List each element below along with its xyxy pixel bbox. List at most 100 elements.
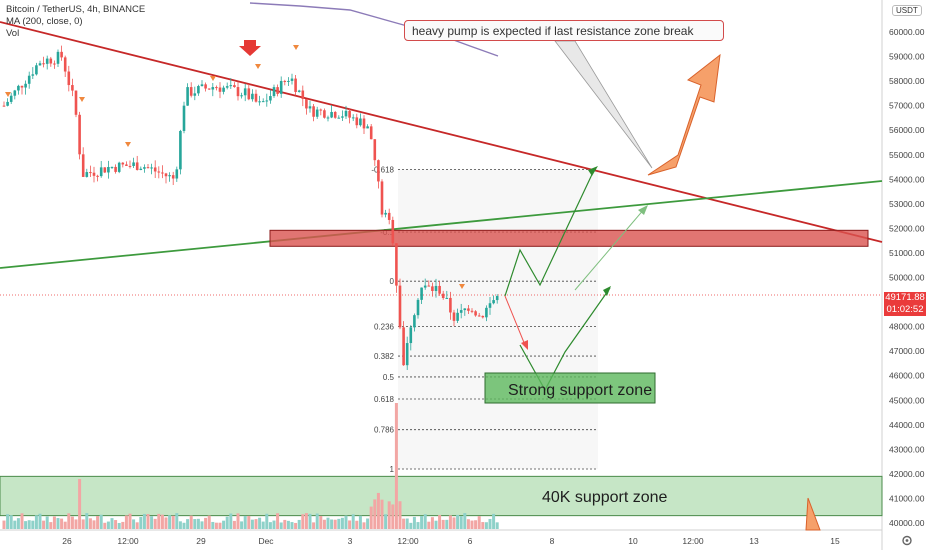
volume-bar	[369, 506, 373, 529]
volume-bar	[142, 513, 146, 529]
candle-body	[272, 87, 276, 97]
volume-bar	[294, 522, 298, 529]
price-tick-label: 52000.00	[889, 223, 925, 233]
candle-body	[161, 172, 164, 174]
volume-bar	[481, 522, 485, 529]
candle-body	[121, 162, 125, 165]
candle-body	[157, 171, 161, 173]
candle-body	[49, 58, 53, 64]
volume-bar	[150, 516, 154, 529]
volume-bar	[448, 515, 452, 529]
volume-bar	[236, 513, 240, 529]
signal-triangle	[210, 76, 216, 81]
volume-bar	[45, 516, 49, 529]
candle-body	[290, 78, 294, 81]
arrow-fragment	[805, 497, 821, 531]
candle-body	[261, 101, 265, 103]
candle-body	[24, 83, 27, 88]
candle-body	[380, 181, 384, 215]
volume-bar	[247, 515, 251, 529]
volume-bar	[326, 517, 330, 529]
candle-body	[110, 166, 114, 168]
volume-bar	[261, 521, 265, 529]
candle-body	[197, 86, 200, 94]
time-tick-label: 13	[749, 536, 759, 546]
candle-body	[333, 111, 337, 118]
candle-body	[305, 99, 308, 109]
candle-body	[38, 63, 42, 66]
candle-body	[13, 90, 17, 96]
signal-triangle	[293, 45, 299, 50]
volume-bar	[178, 521, 182, 529]
volume-bar	[304, 513, 308, 529]
volume-bar	[402, 518, 406, 529]
price-tick-label: 40000.00	[889, 518, 925, 528]
volume-bar	[362, 522, 366, 529]
candle-body	[128, 165, 132, 167]
candle-body	[218, 87, 222, 92]
candle-body	[60, 51, 63, 58]
candle-body	[117, 162, 121, 172]
volume-bar	[286, 520, 290, 529]
volume-bar	[153, 518, 157, 529]
volume-bar	[380, 499, 384, 529]
time-tick-label: 6	[468, 536, 473, 546]
candle-body	[20, 85, 24, 88]
candle-body	[395, 243, 398, 286]
currency-badge[interactable]: USDT	[892, 5, 922, 16]
candle-body	[89, 172, 92, 174]
candle-body	[409, 327, 413, 344]
volume-bar	[427, 521, 431, 529]
candle-body	[168, 175, 171, 177]
forecast-callout[interactable]: heavy pump is expected if last resistanc…	[404, 20, 724, 41]
candle-body	[103, 167, 107, 173]
candle-body	[236, 87, 240, 97]
volume-bar	[409, 522, 413, 529]
candle-body	[369, 126, 373, 140]
candle-body	[283, 80, 287, 82]
candle-body	[312, 106, 315, 117]
alt-arrowhead	[638, 205, 648, 215]
volume-bar	[124, 515, 128, 529]
legend-ma: MA (200, close, 0)	[6, 16, 83, 27]
candle-body	[441, 293, 445, 299]
candle-body	[53, 63, 56, 65]
candle-body	[179, 130, 182, 170]
volume-bar	[434, 520, 438, 529]
volume-bar	[459, 516, 463, 529]
candle-body	[135, 162, 139, 170]
volume-bar	[78, 479, 82, 529]
volume-bar	[279, 522, 283, 529]
signal-triangle	[255, 64, 261, 69]
volume-bar	[146, 514, 150, 529]
candle-body	[459, 310, 463, 313]
settings-gear-icon[interactable]	[883, 531, 932, 550]
candle-body	[279, 80, 283, 94]
price-tick-label: 43000.00	[889, 444, 925, 454]
candle-body	[193, 93, 197, 96]
candle-body	[294, 78, 297, 92]
callout-pointer	[554, 40, 653, 169]
candle-body	[189, 87, 193, 96]
candle-body	[247, 88, 251, 100]
candle-body	[35, 65, 38, 75]
signal-triangle	[459, 284, 465, 289]
volume-bar	[20, 513, 24, 529]
volume-bar	[232, 520, 236, 529]
candle-body	[17, 85, 20, 91]
volume-bar	[103, 522, 107, 529]
candle-body	[423, 285, 427, 288]
strong-support-zone	[484, 372, 656, 404]
candle-body	[96, 175, 99, 177]
price-tick-label: 57000.00	[889, 101, 925, 111]
candle-body	[150, 167, 153, 169]
strong-support-label: Strong support zone	[508, 382, 653, 399]
volume-bar	[139, 516, 143, 529]
candle-body	[254, 93, 258, 102]
volume-bar	[164, 517, 168, 529]
candle-body	[143, 167, 146, 169]
candle-body	[449, 297, 452, 313]
support-40k-label: 40K support zone	[542, 489, 668, 506]
candle-body	[488, 303, 492, 308]
